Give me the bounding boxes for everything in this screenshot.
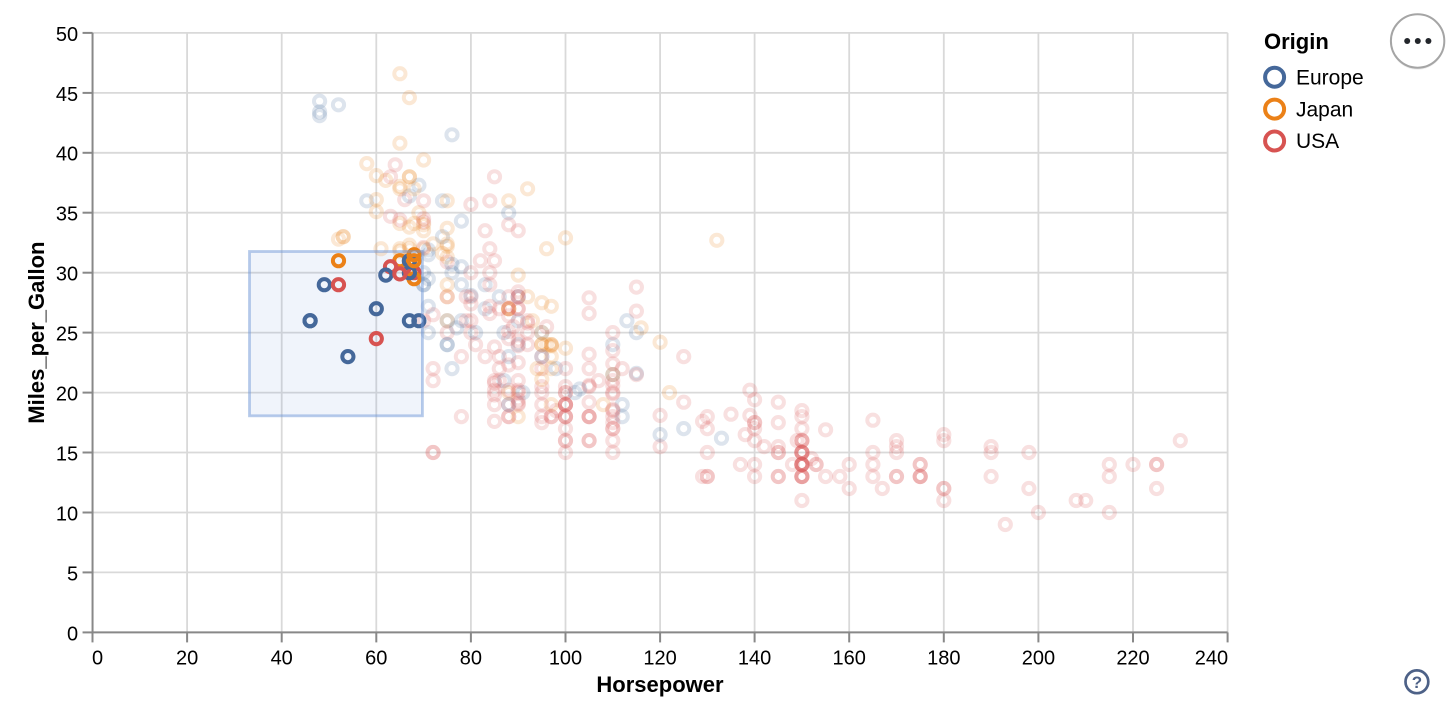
svg-text:45: 45 [56,84,78,106]
svg-text:Europe: Europe [1296,66,1364,89]
svg-text:240: 240 [1195,648,1228,670]
svg-text:Horsepower: Horsepower [596,672,724,697]
svg-text:80: 80 [460,648,482,670]
svg-text:15: 15 [56,443,78,465]
svg-text:200: 200 [1022,648,1055,670]
svg-text:USA: USA [1296,130,1339,153]
svg-text:120: 120 [643,648,676,670]
svg-text:0: 0 [67,623,78,645]
svg-text:180: 180 [927,648,960,670]
svg-text:10: 10 [56,503,78,525]
svg-text:5: 5 [67,563,78,585]
svg-text:50: 50 [56,24,78,46]
svg-text:?: ? [1412,673,1422,692]
svg-text:160: 160 [833,648,866,670]
svg-text:100: 100 [549,648,582,670]
svg-text:Japan: Japan [1296,98,1353,121]
svg-text:220: 220 [1116,648,1149,670]
svg-text:40: 40 [56,144,78,166]
svg-text:30: 30 [56,264,78,286]
svg-text:20: 20 [176,648,198,670]
svg-text:20: 20 [56,384,78,406]
svg-text:140: 140 [738,648,771,670]
svg-text:0: 0 [92,648,103,670]
svg-text:25: 25 [56,324,78,346]
svg-text:60: 60 [365,648,387,670]
svg-text:35: 35 [56,204,78,226]
svg-text:40: 40 [271,648,293,670]
svg-text:Miles_per_Gallon: Miles_per_Gallon [24,242,49,424]
svg-text:Origin: Origin [1264,29,1329,54]
